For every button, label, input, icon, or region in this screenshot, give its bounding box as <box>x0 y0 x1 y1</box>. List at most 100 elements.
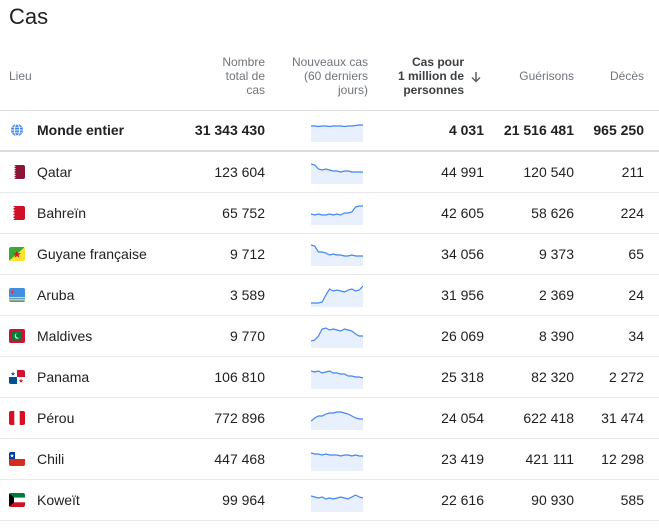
row-total-cases: 123 604 <box>214 164 265 180</box>
row-recovered: 8 390 <box>538 328 574 344</box>
flag-bahrain-icon <box>9 206 25 220</box>
row-total-cases: 106 810 <box>214 369 265 385</box>
row-location: Pérou <box>37 410 75 426</box>
sparkline <box>311 370 363 389</box>
table-row[interactable]: Maldives 9 770 26 069 8 390 34 <box>0 316 659 357</box>
header-deaths[interactable]: Décès <box>609 69 644 83</box>
sparkline <box>311 163 363 184</box>
table-row[interactable]: Guyane française 9 712 34 056 9 373 65 <box>0 234 659 275</box>
row-total-cases: 9 770 <box>229 328 265 344</box>
table-row[interactable]: Pérou 772 896 24 054 622 418 31 474 <box>0 398 659 439</box>
table-row[interactable]: Panama 106 810 25 318 82 320 2 272 <box>0 357 659 398</box>
row-location: Panama <box>37 369 90 385</box>
row-deaths: 34 <box>628 328 644 344</box>
sparkline-area <box>311 412 363 430</box>
header-new-cases: Nouveaux cas (60 derniers jours) <box>291 55 368 97</box>
table-row[interactable]: Monde entier 31 343 430 4 031 21 516 481… <box>0 110 659 152</box>
sparkline-line <box>311 205 363 216</box>
row-per-million: 34 056 <box>441 246 484 262</box>
sparkline-line <box>311 163 363 173</box>
flag-chile-icon <box>9 452 25 466</box>
row-deaths: 224 <box>620 205 644 221</box>
row-location: Maldives <box>37 328 93 344</box>
row-deaths: 24 <box>628 287 644 303</box>
row-recovered: 90 930 <box>531 492 574 508</box>
table-row[interactable]: Qatar 123 604 44 991 120 540 211 <box>0 152 659 193</box>
row-per-million: 42 605 <box>441 205 484 221</box>
row-deaths: 585 <box>620 492 644 508</box>
sparkline-line <box>311 285 363 304</box>
row-location: Koweït <box>37 492 80 508</box>
sparkline <box>311 205 363 225</box>
sparkline-line <box>311 370 363 379</box>
row-total-cases: 31 343 430 <box>194 122 265 138</box>
sparkline-line <box>311 494 363 500</box>
table-row[interactable]: Koweït 99 964 22 616 90 930 585 <box>0 480 659 521</box>
sparkline-area <box>311 328 363 348</box>
row-recovered: 82 320 <box>531 369 574 385</box>
flag-aruba-icon <box>9 288 25 302</box>
row-deaths: 965 250 <box>593 122 644 138</box>
header-total-cases[interactable]: Nombre total de cas <box>222 55 265 97</box>
row-location: Qatar <box>37 164 73 180</box>
row-total-cases: 772 896 <box>214 410 265 426</box>
table-row[interactable]: Bahreïn 65 752 42 605 58 626 224 <box>0 193 659 234</box>
row-deaths: 31 474 <box>601 410 644 426</box>
sparkline-line <box>311 244 363 257</box>
row-per-million: 26 069 <box>441 328 484 344</box>
row-recovered: 421 111 <box>525 451 574 467</box>
row-per-million: 31 956 <box>441 287 484 303</box>
row-total-cases: 3 589 <box>229 287 265 303</box>
sparkline-area <box>311 495 363 512</box>
row-recovered: 21 516 481 <box>503 122 574 138</box>
globe-icon <box>11 123 23 137</box>
table-row[interactable]: Aruba 3 589 31 956 2 369 24 <box>0 275 659 316</box>
row-per-million: 25 318 <box>441 369 484 385</box>
flag-peru-icon <box>9 411 25 425</box>
sparkline-area <box>311 164 363 184</box>
flag-qatar-icon <box>9 165 25 179</box>
sparkline-line <box>311 124 363 128</box>
row-recovered: 622 418 <box>523 410 574 426</box>
sparkline <box>311 327 363 348</box>
header-location[interactable]: Lieu <box>9 69 32 83</box>
sparkline-area <box>311 286 363 307</box>
row-total-cases: 9 712 <box>229 246 265 262</box>
sparkline-area <box>311 453 363 471</box>
sparkline <box>311 244 363 266</box>
row-per-million: 44 991 <box>441 164 484 180</box>
row-deaths: 12 298 <box>601 451 644 467</box>
row-deaths: 65 <box>628 246 644 262</box>
row-location: Monde entier <box>37 122 125 138</box>
row-deaths: 2 272 <box>608 369 644 385</box>
table-row[interactable]: Chili 447 468 23 419 421 111 12 298 <box>0 439 659 480</box>
page-title: Cas <box>9 4 49 29</box>
sparkline-area <box>311 371 363 389</box>
row-total-cases: 99 964 <box>222 492 265 508</box>
row-per-million: 4 031 <box>448 122 484 138</box>
sparkline <box>311 494 363 512</box>
flag-panama-icon <box>9 370 25 384</box>
row-location: Aruba <box>37 287 75 303</box>
sparkline <box>311 285 363 307</box>
row-total-cases: 447 468 <box>214 451 265 467</box>
row-recovered: 9 373 <box>538 246 574 262</box>
flag-kuwait-icon <box>9 493 25 507</box>
sparkline <box>311 411 363 430</box>
cases-table: Monde entier 31 343 430 4 031 21 516 481… <box>0 110 659 521</box>
row-total-cases: 65 752 <box>222 205 265 221</box>
row-recovered: 120 540 <box>523 164 574 180</box>
table-header: Lieu Nombre total de cas Nouveaux cas (6… <box>0 52 659 111</box>
row-per-million: 22 616 <box>441 492 484 508</box>
row-recovered: 58 626 <box>531 205 574 221</box>
sparkline-line <box>311 452 363 457</box>
sparkline <box>311 452 363 471</box>
row-location: Guyane française <box>37 246 147 262</box>
header-recovered[interactable]: Guérisons <box>519 69 574 83</box>
row-location: Chili <box>37 451 65 467</box>
row-deaths: 211 <box>621 164 644 180</box>
arrow-down-icon <box>471 72 481 83</box>
flag-french-guiana-icon <box>9 247 25 261</box>
flag-maldives-icon <box>9 329 25 343</box>
sparkline-area <box>311 206 363 225</box>
